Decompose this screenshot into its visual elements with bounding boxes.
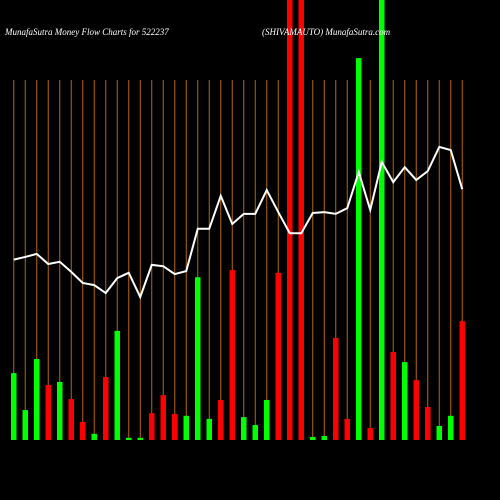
- bar: [448, 415, 454, 440]
- bar: [425, 407, 431, 440]
- bar: [356, 58, 362, 441]
- bar: [344, 418, 350, 440]
- bar: [390, 352, 396, 440]
- bar: [206, 418, 212, 440]
- bar: [91, 433, 97, 440]
- bar: [241, 417, 247, 440]
- bar: [218, 399, 224, 440]
- price-line: [13, 145, 464, 300]
- bar: [298, 0, 304, 440]
- bar: [114, 330, 120, 440]
- bar: [436, 425, 442, 440]
- bar: [126, 437, 132, 440]
- bar: [413, 380, 419, 440]
- bar: [183, 415, 189, 440]
- bar: [160, 395, 166, 440]
- bar: [11, 373, 17, 440]
- bar: [149, 413, 155, 440]
- bar: [80, 421, 86, 440]
- bar: [333, 337, 339, 440]
- bar: [252, 425, 258, 440]
- marks: [11, 0, 465, 441]
- bar: [45, 385, 51, 440]
- chart-title: MunafaSutra Money Flow Charts for 522237: [4, 27, 169, 37]
- bar: [402, 362, 408, 440]
- bar: [195, 277, 201, 440]
- bar: [310, 436, 316, 440]
- bar: [103, 377, 109, 440]
- bar: [287, 0, 293, 440]
- bar: [57, 381, 63, 440]
- bar: [137, 437, 143, 440]
- chart-subtitle: (SHIVAMAUTO) MunafaSutra.com: [262, 27, 391, 37]
- bar: [172, 414, 178, 440]
- bar: [321, 436, 327, 440]
- bar: [275, 272, 281, 440]
- bar: [367, 428, 373, 440]
- bar: [459, 321, 465, 440]
- bar: [22, 410, 28, 440]
- bar: [379, 0, 385, 440]
- bar: [229, 270, 235, 440]
- bar: [68, 399, 74, 440]
- bar: [264, 399, 270, 440]
- bar: [34, 359, 40, 440]
